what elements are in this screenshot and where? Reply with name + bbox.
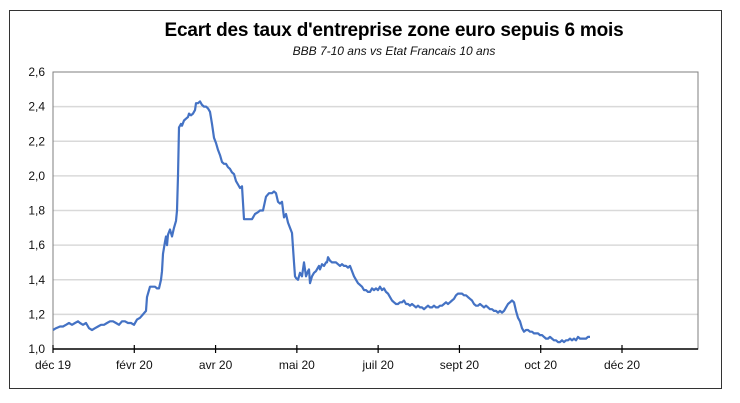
x-tick-label: févr 20 (116, 358, 153, 372)
y-tick-label: 2,6 (28, 65, 45, 79)
y-tick-label: 2,0 (28, 169, 45, 183)
y-axis: 1,0 1,2 1,4 1,6 1,8 2,0 2,2 2,4 2,6 (28, 65, 45, 356)
chart-frame (9, 10, 722, 389)
x-axis: déc 19 févr 20 avr 20 mai 20 juil 20 sept 20 o… (35, 345, 640, 372)
chart-subtitle: BBB 7-10 ans vs Etat Francais 10 ans (292, 44, 496, 58)
x-tick-label: sept 20 (440, 358, 480, 372)
series-line (52, 100, 590, 344)
x-tick-label: oct 20 (524, 358, 557, 372)
x-tick-label: mai 20 (279, 358, 315, 372)
chart-title: Ecart des taux d'entreprise zone euro se… (164, 20, 624, 41)
x-tick-label: déc 19 (35, 358, 71, 372)
y-tick-label: 1,4 (28, 273, 45, 287)
y-tick-label: 2,4 (28, 100, 45, 114)
x-tick-label: juil 20 (361, 358, 394, 372)
gridlines (53, 105, 698, 316)
y-tick-label: 1,2 (28, 307, 45, 321)
y-tick-label: 1,6 (28, 238, 45, 252)
x-tick-label: déc 20 (604, 358, 640, 372)
y-tick-label: 1,0 (28, 342, 45, 356)
y-tick-label: 2,2 (28, 134, 45, 148)
y-tick-label: 1,8 (28, 204, 45, 218)
x-tick-label: avr 20 (199, 358, 233, 372)
